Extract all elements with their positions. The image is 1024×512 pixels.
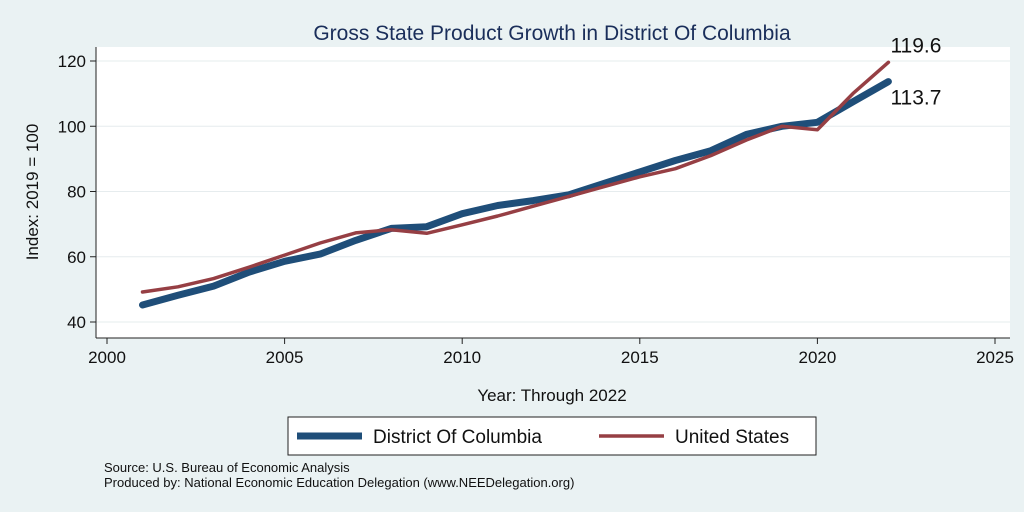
- series-line-dc: [139, 78, 892, 309]
- y-tick-label-40: 40: [67, 313, 86, 332]
- source-note: Source: U.S. Bureau of Economic Analysis: [104, 460, 350, 475]
- end-labels: 113.7 119.6: [890, 34, 941, 109]
- y-axis-title: Index: 2019 = 100: [23, 124, 42, 261]
- legend: District Of Columbia United States: [287, 416, 817, 456]
- x-axis-title: Year: Through 2022: [477, 386, 626, 405]
- y-tick-label-80: 80: [67, 183, 86, 202]
- gridlines: [96, 60, 1010, 323]
- chart-title: Gross State Product Growth in District O…: [313, 22, 791, 45]
- producer-note: Produced by: National Economic Education…: [104, 475, 574, 490]
- x-tick-label-2005: 2005: [266, 348, 304, 367]
- legend-label-us: United States: [675, 427, 789, 448]
- series-line-us: [140, 60, 891, 294]
- end-label-us: 119.6: [890, 34, 941, 57]
- x-tick-label-2020: 2020: [798, 348, 836, 367]
- x-tick-label-2025: 2025: [976, 348, 1014, 367]
- y-axis-ticks: 40 60 80 100 120: [58, 52, 96, 332]
- x-tick-label-2000: 2000: [88, 348, 126, 367]
- legend-label-dc: District Of Columbia: [373, 427, 542, 448]
- x-tick-label-2010: 2010: [443, 348, 481, 367]
- y-tick-label-60: 60: [67, 248, 86, 267]
- series-group: [139, 60, 892, 309]
- x-tick-label-2015: 2015: [621, 348, 659, 367]
- end-label-dc: 113.7: [890, 87, 941, 110]
- y-tick-label-100: 100: [58, 117, 86, 136]
- legend-box: [287, 416, 817, 456]
- x-axis-ticks: 2000 2005 2010 2015 2020 2025: [88, 338, 1014, 367]
- y-tick-label-120: 120: [58, 52, 86, 71]
